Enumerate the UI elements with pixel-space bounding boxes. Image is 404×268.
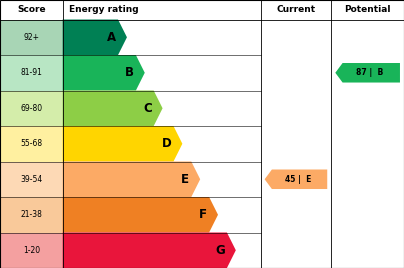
Polygon shape <box>63 162 200 197</box>
Text: 55-68: 55-68 <box>20 139 42 148</box>
Text: Potential: Potential <box>344 5 391 14</box>
Text: F: F <box>199 208 207 221</box>
Text: 81-91: 81-91 <box>20 68 42 77</box>
Text: 1-20: 1-20 <box>23 246 40 255</box>
Text: C: C <box>143 102 152 115</box>
Text: Score: Score <box>17 5 46 14</box>
Bar <box>0 233 63 268</box>
Bar <box>0 55 63 91</box>
Polygon shape <box>63 20 127 55</box>
Text: 39-54: 39-54 <box>20 175 42 184</box>
Text: Energy rating: Energy rating <box>69 5 138 14</box>
Text: 92+: 92+ <box>23 33 39 42</box>
Text: G: G <box>215 244 225 257</box>
Text: 21-38: 21-38 <box>20 210 42 219</box>
Bar <box>0 162 63 197</box>
Text: E: E <box>181 173 189 186</box>
Text: Current: Current <box>276 5 316 14</box>
Text: 87 |  B: 87 | B <box>356 68 383 77</box>
Polygon shape <box>63 126 182 162</box>
Polygon shape <box>63 55 145 91</box>
Text: B: B <box>125 66 134 79</box>
Text: 45 |  E: 45 | E <box>285 175 311 184</box>
Text: 69-80: 69-80 <box>20 104 42 113</box>
Bar <box>0 91 63 126</box>
Text: D: D <box>162 137 171 150</box>
Bar <box>0 20 63 55</box>
Text: A: A <box>107 31 116 44</box>
Bar <box>0 126 63 162</box>
Polygon shape <box>265 169 327 189</box>
Bar <box>0 197 63 233</box>
Polygon shape <box>335 63 400 83</box>
Polygon shape <box>63 233 236 268</box>
Polygon shape <box>63 197 218 233</box>
Polygon shape <box>63 91 162 126</box>
